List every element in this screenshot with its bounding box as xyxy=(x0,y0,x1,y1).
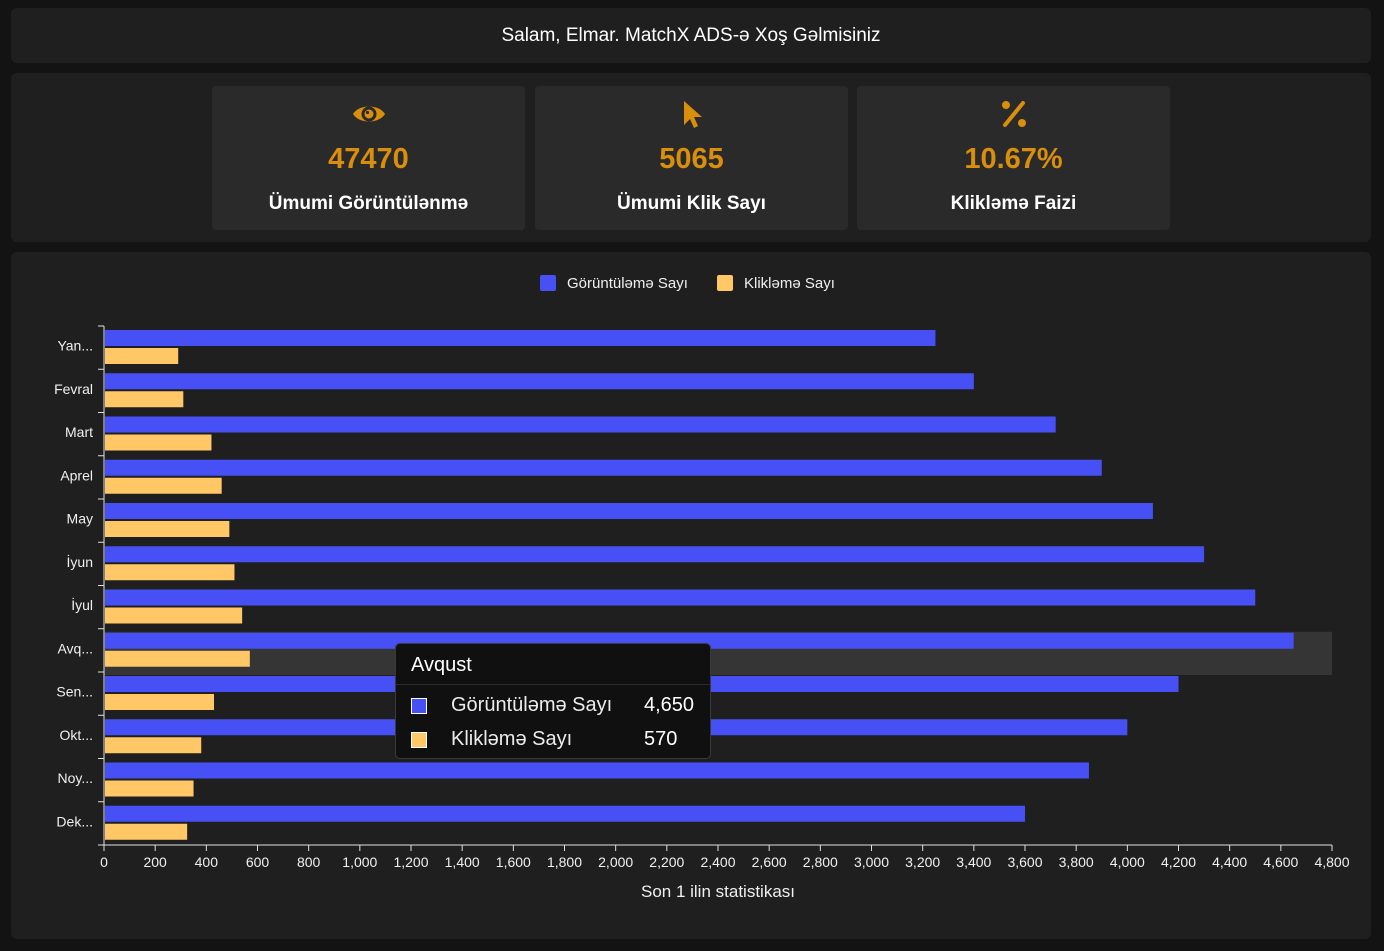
bar-clicks-10 xyxy=(105,780,194,797)
welcome-header: Salam, Elmar. MatchX ADS-ə Xoş Gəlmisini… xyxy=(11,8,1371,63)
bar-views-10 xyxy=(105,762,1089,779)
y-tick-label-6: İyul xyxy=(71,596,93,613)
bar-clicks-8 xyxy=(105,694,215,710)
stat-card-clicks: 5065 Ümumi Klik Sayı xyxy=(535,86,848,230)
chart-tooltip: Avqust Görüntüləmə Sayı 4,650 Klikləmə S… xyxy=(395,643,711,759)
x-tick-label-2600: 2,600 xyxy=(752,854,787,870)
x-tick-label-2800: 2,800 xyxy=(803,854,838,870)
tooltip-swatch-clicks xyxy=(411,732,427,748)
legend-label-1: Klikləmə Sayı xyxy=(744,275,835,292)
bar-chart[interactable]: Görüntüləmə Sayı Klikləmə Sayı Yan... Fevra… xyxy=(11,252,1371,939)
bar-views-4 xyxy=(105,503,1153,519)
tooltip-row-clicks: Klikləmə Sayı 570 xyxy=(411,726,696,752)
x-tick-label-600: 600 xyxy=(246,854,270,870)
tooltip-title: Avqust xyxy=(411,654,472,676)
legend-swatch-1 xyxy=(717,275,733,291)
x-tick-label-4000: 4,000 xyxy=(1110,854,1145,870)
x-tick-label-4400: 4,400 xyxy=(1212,854,1247,870)
x-tick-label-3800: 3,800 xyxy=(1059,854,1094,870)
bar-views-5 xyxy=(105,546,1205,563)
stat-value-views: 47470 xyxy=(328,143,409,175)
bar-views-2 xyxy=(105,416,1056,433)
y-tick-label-5: İyun xyxy=(67,553,93,570)
stat-card-ctr: 10.67% Klikləmə Faizi xyxy=(857,86,1170,230)
legend-label-0: Görüntüləmə Sayı xyxy=(567,275,688,292)
bar-clicks-3 xyxy=(105,477,222,494)
bar-views-0 xyxy=(105,330,936,346)
tooltip-value-views: 4,650 xyxy=(644,694,695,716)
x-tick-label-4200: 4,200 xyxy=(1161,854,1196,870)
bar-clicks-7 xyxy=(105,650,250,667)
bar-clicks-1 xyxy=(105,391,184,408)
welcome-title: Salam, Elmar. MatchX ADS-ə Xoş Gəlmisini… xyxy=(501,24,881,46)
y-tick-label-4: May xyxy=(67,511,93,527)
bar-views-11 xyxy=(105,805,1025,822)
eye-icon xyxy=(352,106,385,122)
stat-value-ctr: 10.67% xyxy=(964,143,1063,175)
x-tick-label-1400: 1,400 xyxy=(445,854,480,870)
stat-label-clicks: Ümumi Klik Sayı xyxy=(617,193,766,214)
y-tick-label-9: Okt... xyxy=(60,727,93,743)
x-tick-label-3200: 3,200 xyxy=(905,854,940,870)
stat-value-clicks: 5065 xyxy=(659,143,724,175)
x-tick-label-400: 400 xyxy=(195,854,219,870)
x-tick-label-4800: 4,800 xyxy=(1314,854,1349,870)
x-tick-label-1800: 1,800 xyxy=(547,854,582,870)
stat-label-ctr: Klikləmə Faizi xyxy=(950,193,1077,214)
stat-card-views: 47470 Ümumi Görüntülənmə xyxy=(212,86,525,230)
bar-clicks-11 xyxy=(105,823,188,840)
tooltip-row-views: Görüntüləmə Sayı 4,650 xyxy=(411,692,696,718)
tooltip-swatch-views xyxy=(411,698,427,714)
stats-panel: 47470 Ümumi Görüntülənmə 5065 Ümumi Klik… xyxy=(11,73,1371,242)
x-tick-label-3400: 3,400 xyxy=(956,854,991,870)
x-axis-title: Son 1 ilin statistikası xyxy=(641,882,795,901)
tooltip-name-clicks: Klikləmə Sayı xyxy=(451,728,573,750)
percent-icon xyxy=(1001,101,1026,127)
legend-swatch-0 xyxy=(540,275,556,291)
x-tick-label-1600: 1,600 xyxy=(496,854,531,870)
x-tick-label-200: 200 xyxy=(143,854,167,870)
chart-panel: Görüntüləmə Sayı Klikləmə Sayı Yan... Fevra… xyxy=(11,252,1371,939)
tooltip-divider xyxy=(396,684,710,685)
x-tick-label-4600: 4,600 xyxy=(1263,854,1298,870)
stat-label-views: Ümumi Görüntülənmə xyxy=(268,193,469,214)
bar-views-3 xyxy=(105,459,1102,476)
tooltip-name-views: Görüntüləmə Sayı xyxy=(451,694,613,716)
x-tick-label-3000: 3,000 xyxy=(854,854,889,870)
x-tick-label-2400: 2,400 xyxy=(700,854,735,870)
x-tick-label-2000: 2,000 xyxy=(598,854,633,870)
x-tick-label-2200: 2,200 xyxy=(649,854,684,870)
x-tick-label-0: 0 xyxy=(100,854,108,870)
bar-clicks-2 xyxy=(105,434,212,451)
cursor-icon xyxy=(683,101,702,128)
x-tick-label-3600: 3,600 xyxy=(1007,854,1042,870)
tooltip-value-clicks: 570 xyxy=(644,728,678,750)
bar-clicks-9 xyxy=(105,737,202,754)
y-tick-label-2: Mart xyxy=(65,424,93,440)
bar-clicks-5 xyxy=(105,564,235,581)
y-tick-label-3: Aprel xyxy=(60,467,93,483)
bar-views-6 xyxy=(105,589,1256,606)
x-tick-label-1000: 1,000 xyxy=(342,854,377,870)
y-tick-label-10: Noy... xyxy=(57,770,93,786)
bar-clicks-6 xyxy=(105,607,243,624)
y-tick-label-8: Sen... xyxy=(56,684,93,700)
bar-clicks-0 xyxy=(105,348,179,364)
bar-views-1 xyxy=(105,373,974,390)
y-tick-label-0: Yan... xyxy=(57,338,93,354)
x-tick-label-1200: 1,200 xyxy=(393,854,428,870)
y-tick-label-7: Avq... xyxy=(57,640,93,656)
x-tick-label-800: 800 xyxy=(297,854,321,870)
y-tick-label-1: Fevral xyxy=(54,381,93,397)
bar-clicks-4 xyxy=(105,521,230,537)
y-tick-label-11: Dek... xyxy=(56,813,93,829)
